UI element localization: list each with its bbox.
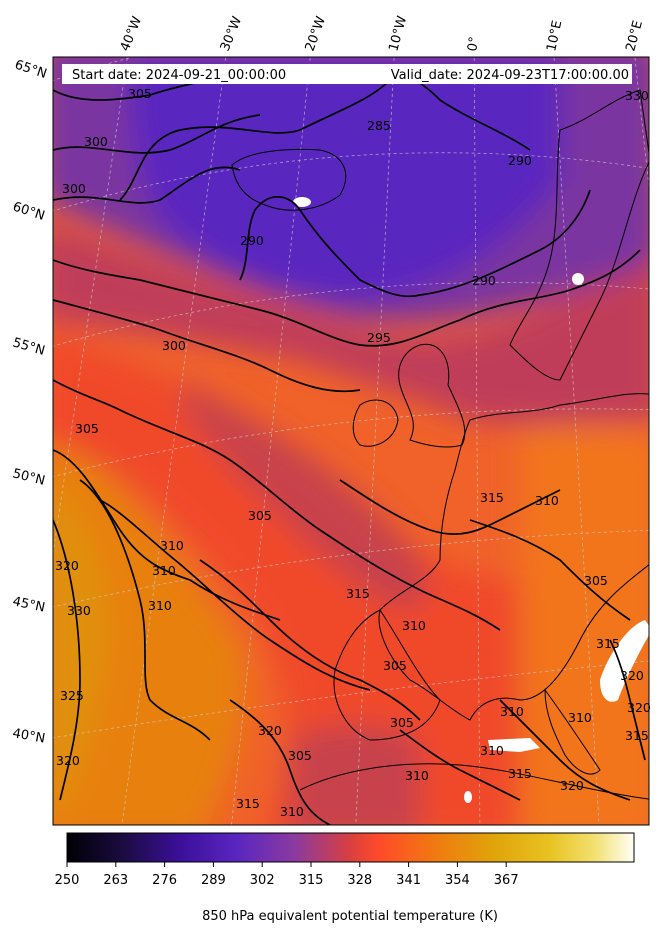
contour-label: 305: [288, 748, 312, 763]
contour-label: 310: [402, 618, 426, 633]
missing-data-patches: [293, 197, 649, 803]
colorbar-tick-label: 341: [396, 873, 421, 888]
colorbar-tick-label: 276: [152, 873, 177, 888]
lat-label: 60°N: [11, 200, 47, 224]
contour-label: 320: [560, 778, 584, 793]
colorbar-title: 850 hPa equivalent potential temperature…: [202, 909, 498, 924]
contour-label: 305: [383, 658, 407, 673]
contour-label: 310: [535, 493, 559, 508]
contour-label: 305: [390, 715, 414, 730]
colorbar-tick-label: 250: [55, 873, 80, 888]
contour-label: 315: [625, 728, 649, 743]
lon-label: 10°W: [386, 14, 410, 53]
colorbar-tick-label: 328: [347, 873, 372, 888]
contour-label: 300: [62, 181, 86, 196]
contour-label: 290: [508, 153, 532, 168]
lat-label: 40°N: [11, 726, 46, 746]
contour-label: 305: [75, 421, 99, 436]
contour-label: 300: [162, 338, 186, 353]
colorbar-tick-label: 263: [103, 873, 128, 888]
start-date-label: Start date: 2024-09-21_00:00:00: [72, 68, 286, 83]
lon-label: 40°W: [118, 14, 145, 53]
contour-label: 310: [148, 598, 172, 613]
contour-label: 315: [596, 636, 620, 651]
contour-label: 305: [128, 86, 152, 101]
contour-label: 315: [480, 490, 504, 505]
contour-label: 310: [500, 704, 524, 719]
colorbar-tick-label: 354: [445, 873, 470, 888]
contour-label: 290: [240, 233, 264, 248]
contour-label: 310: [280, 804, 304, 819]
latitude-labels: 65°N 60°N 55°N 50°N 45°N 40°N: [11, 58, 49, 747]
colorbar-tick-label: 289: [201, 873, 226, 888]
contour-label: 310: [480, 743, 504, 758]
contour-label: 300: [84, 134, 108, 149]
contour-label: 310: [160, 538, 184, 553]
contour-label: 315: [508, 766, 532, 781]
contour-label: 310: [405, 768, 429, 783]
temperature-field: [53, 57, 649, 825]
lat-label: 45°N: [11, 594, 46, 615]
header-box: [62, 64, 632, 84]
colorbar: [66, 832, 635, 863]
lat-label: 65°N: [13, 58, 49, 82]
contour-label: 295: [367, 330, 391, 345]
lon-label: 0°: [465, 36, 482, 53]
contour-label: 310: [568, 710, 592, 725]
graticule: [53, 57, 649, 825]
colorbar-ticks: 250 263 276 289 302 315 328 341 354 367: [55, 862, 519, 888]
contour-label: 320: [258, 723, 282, 738]
contour-label: 305: [248, 508, 272, 523]
lon-label: 20°W: [303, 14, 329, 53]
lat-label: 50°N: [11, 466, 46, 488]
lon-label: 20°E: [623, 19, 646, 53]
contour-label: 320: [627, 700, 651, 715]
map-frame: [52, 56, 650, 826]
contour-labels: 305 300 300 285 290 290 290 295 300 305 …: [55, 86, 651, 819]
contour-label: 315: [236, 796, 260, 811]
contour-label: 310: [152, 563, 176, 578]
colorbar-tick-label: 302: [250, 873, 275, 888]
colorbar-tick-label: 315: [299, 873, 324, 888]
contour-label: 330: [67, 603, 91, 618]
lon-label: 10°E: [544, 19, 565, 53]
lon-label: 30°W: [218, 14, 245, 53]
contour-label: 320: [620, 668, 644, 683]
contour-label: 320: [56, 753, 80, 768]
contour-label: 320: [55, 558, 79, 573]
coastlines: [231, 89, 649, 800]
valid-date-label: Valid_date: 2024-09-23T17:00:00.00: [391, 68, 629, 83]
contour-label: 315: [346, 586, 370, 601]
contour-label: 285: [367, 118, 391, 133]
contour-label: 325: [60, 688, 84, 703]
lat-label: 55°N: [11, 335, 47, 358]
colorbar-tick-label: 367: [494, 873, 519, 888]
contour-label: 290: [472, 273, 496, 288]
longitude-labels: 40°W 30°W 20°W 10°W 0° 10°E 20°E: [118, 14, 646, 53]
contour-label: 305: [584, 573, 608, 588]
contour-label: 330: [625, 88, 649, 103]
